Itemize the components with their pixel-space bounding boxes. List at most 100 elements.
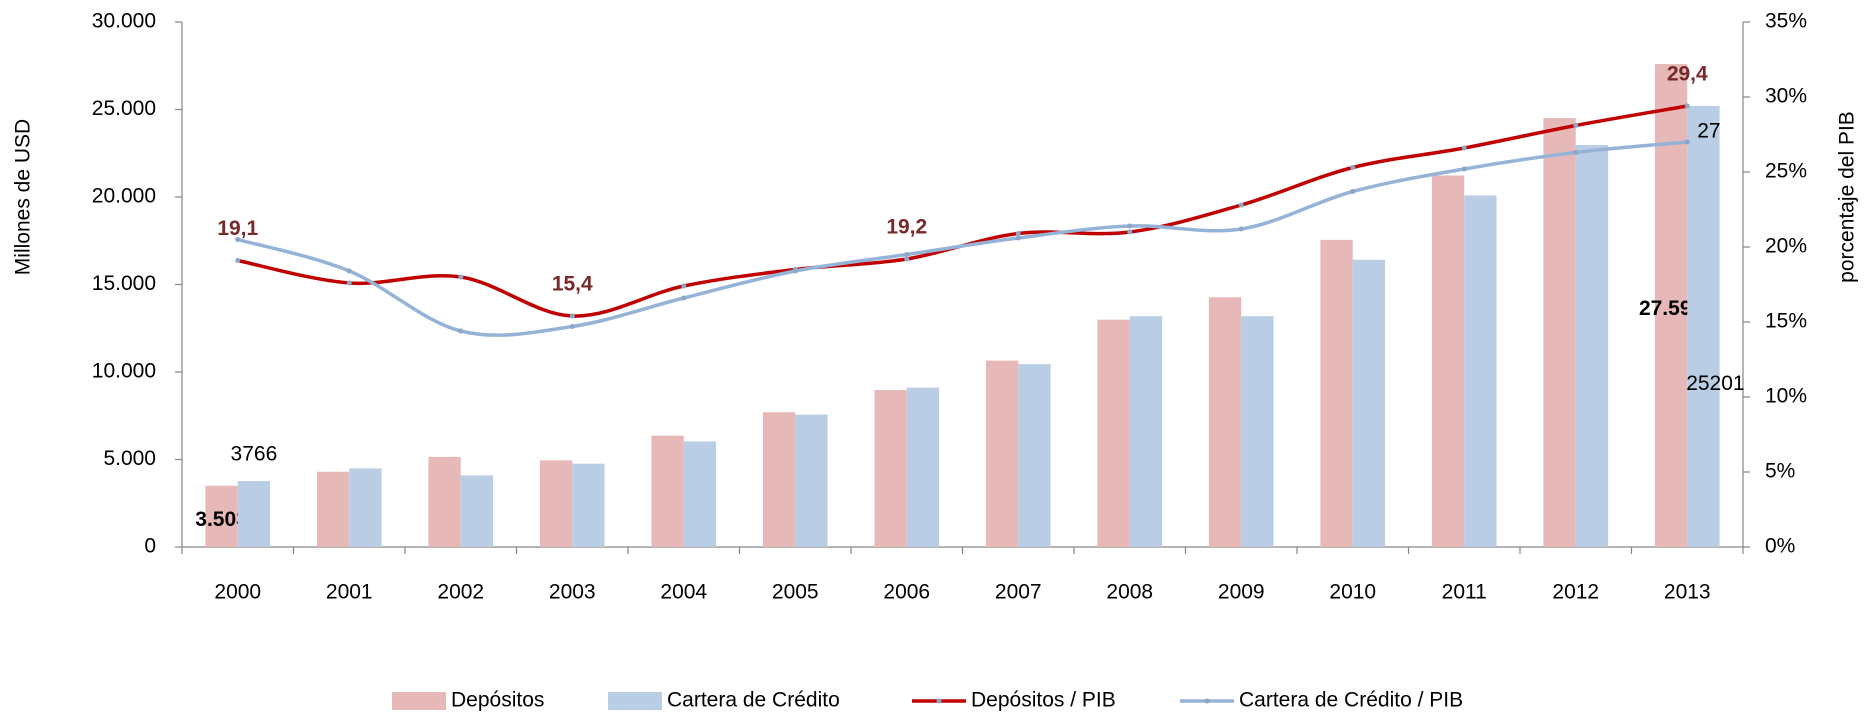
bar — [874, 390, 907, 547]
bar — [985, 360, 1019, 547]
y-axis-label: Millones de USD — [12, 119, 35, 275]
bar — [1241, 316, 1274, 547]
line-marker — [904, 256, 910, 262]
y-tick-label: 10.000 — [92, 360, 156, 383]
line-marker — [1684, 139, 1690, 145]
bar — [795, 414, 828, 547]
bar — [1129, 316, 1163, 547]
x-tick-label: 2010 — [1329, 581, 1376, 604]
data-label: 27.597 — [1639, 297, 1703, 320]
x-tick-label: 2005 — [772, 581, 819, 604]
legend-marker — [936, 698, 942, 704]
bar — [1543, 118, 1576, 547]
y2-tick-label: 25% — [1765, 160, 1807, 183]
bar — [539, 460, 573, 547]
bar — [316, 471, 350, 547]
bar — [237, 481, 271, 547]
line-marker — [569, 313, 575, 319]
x-tick-label: 2008 — [1106, 581, 1153, 604]
x-tick-label: 2009 — [1218, 581, 1265, 604]
x-tick-label: 2011 — [1442, 581, 1487, 604]
x-tick-label: 2004 — [660, 581, 707, 604]
data-label: 19,1 — [217, 217, 258, 240]
bar — [1018, 364, 1051, 547]
x-tick-label: 2006 — [883, 581, 930, 604]
legend-swatch — [608, 692, 662, 710]
y2-tick-label: 10% — [1765, 385, 1807, 408]
line-marker — [1238, 226, 1244, 232]
line — [237, 140, 1688, 337]
line-marker — [681, 295, 687, 301]
y2-tick-label: 20% — [1765, 235, 1807, 258]
y-tick-label: 0 — [144, 535, 156, 558]
bar — [1464, 195, 1497, 548]
x-tick-label: 2000 — [214, 581, 261, 604]
line-marker — [346, 280, 352, 286]
bar — [1320, 239, 1353, 547]
data-label: 15,4 — [552, 273, 593, 296]
line-marker — [1461, 145, 1467, 151]
line-marker — [458, 328, 464, 334]
line-marker — [1573, 150, 1579, 155]
line-marker — [1573, 123, 1579, 128]
x-tick-label: 2012 — [1552, 581, 1599, 604]
line-marker — [792, 268, 798, 274]
y2-tick-label: 30% — [1765, 85, 1807, 108]
bar — [762, 412, 796, 547]
bar — [205, 485, 238, 547]
line-marker — [1350, 189, 1356, 194]
y-tick-label: 30.000 — [92, 10, 156, 33]
line-marker — [458, 274, 464, 280]
bar — [1431, 175, 1465, 547]
bar — [428, 456, 461, 547]
line-marker — [346, 268, 352, 274]
data-label: 19,2 — [886, 216, 927, 239]
line-marker — [569, 324, 575, 329]
y2-tick-label: 5% — [1765, 460, 1795, 483]
line-marker — [681, 283, 687, 289]
y-tick-label: 15.000 — [92, 272, 156, 295]
bar — [1687, 105, 1720, 548]
y2-axis-label: porcentaje del PIB — [1836, 111, 1859, 283]
line-marker — [1461, 166, 1467, 172]
x-tick-label: 2003 — [549, 581, 596, 604]
line-marker — [235, 258, 241, 263]
bar — [460, 475, 494, 547]
bar — [1352, 259, 1386, 547]
data-label: 3766 — [231, 443, 278, 466]
bar — [906, 387, 940, 547]
y2-tick-label: 0% — [1765, 535, 1795, 558]
y-tick-label: 20.000 — [92, 185, 156, 208]
line-marker — [904, 252, 910, 257]
data-label: 25201 — [1686, 372, 1744, 395]
bar — [1575, 145, 1609, 547]
bar — [1097, 319, 1130, 547]
bar — [683, 441, 717, 547]
line-marker — [1350, 165, 1356, 170]
legend-label: Cartera de Crédito / PIB — [1239, 689, 1463, 712]
data-label: 27 — [1697, 120, 1720, 143]
line-marker — [1127, 223, 1133, 229]
legend-marker — [1204, 698, 1210, 704]
y2-tick-label: 35% — [1765, 10, 1807, 33]
x-tick-label: 2007 — [995, 581, 1042, 604]
x-tick-label: 2013 — [1664, 581, 1711, 604]
y-tick-label: 25.000 — [92, 97, 156, 120]
data-label: 29,4 — [1667, 63, 1708, 86]
y2-tick-label: 15% — [1765, 310, 1807, 333]
bar — [572, 463, 605, 547]
legend-label: Depósitos — [451, 689, 544, 712]
legend-label: Depósitos / PIB — [971, 689, 1116, 712]
line-marker — [235, 237, 241, 242]
line-marker — [1238, 202, 1244, 208]
legend-swatch — [392, 692, 446, 710]
x-tick-label: 2001 — [326, 581, 373, 604]
y-tick-label: 5.000 — [103, 447, 156, 470]
legend-label: Cartera de Crédito — [667, 689, 840, 712]
line-marker — [1684, 103, 1690, 109]
line-marker — [1015, 231, 1021, 236]
data-label: 3.503 — [195, 508, 248, 531]
bar — [349, 468, 382, 547]
bar — [651, 435, 684, 547]
